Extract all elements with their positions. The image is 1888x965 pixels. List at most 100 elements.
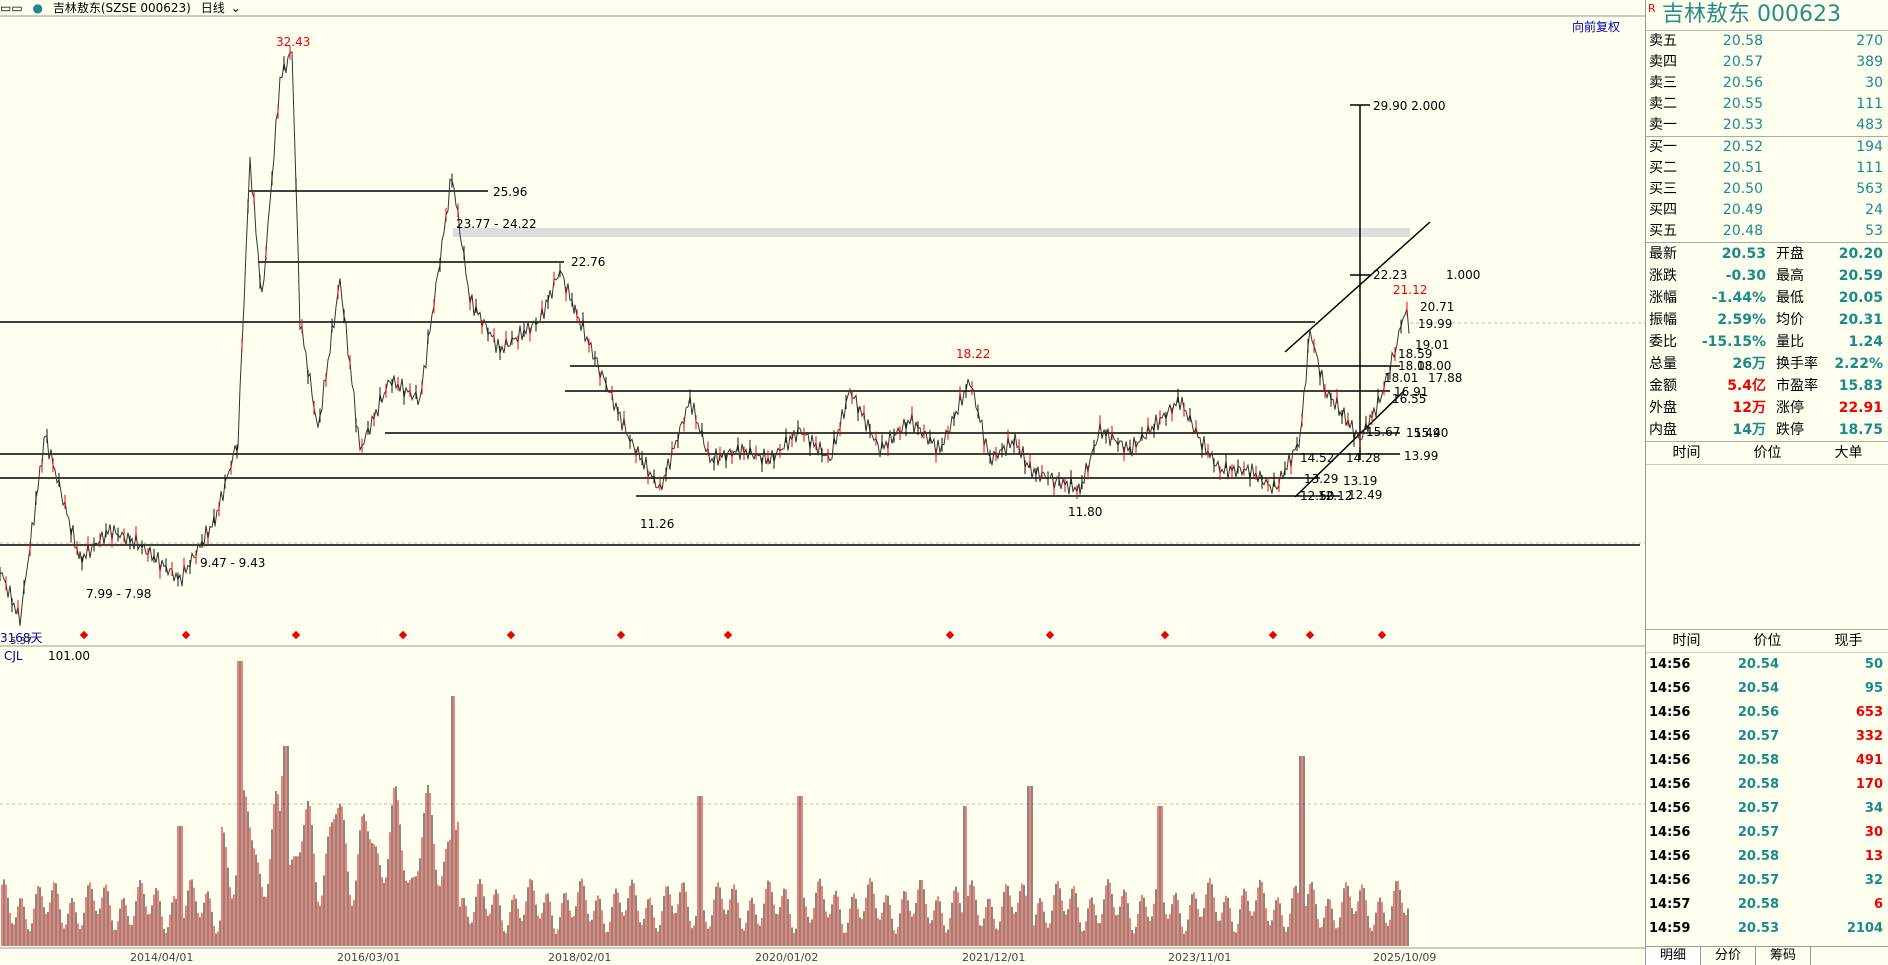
stat-row: 金额 5.4亿 市盈率 15.83 <box>1646 375 1888 397</box>
quote-volume: 24 <box>1865 202 1883 218</box>
trade-qty: 13 <box>1864 849 1883 864</box>
quote-row: 卖四 20.57 389 <box>1646 52 1888 73</box>
trade-list[interactable]: 14:56 20.54 50 14:56 20.54 95 14:56 20.56 653 14:… <box>1646 653 1888 941</box>
trade-row[interactable]: 14:56 20.57 332 <box>1646 725 1888 749</box>
trade-time: 14:56 <box>1649 777 1691 792</box>
stat-value: 20.59 <box>1838 268 1883 284</box>
label-799: 7.99 - 7.98 <box>86 587 151 601</box>
quote-row: 买四 20.49 24 <box>1646 200 1888 221</box>
x-axis: 2014/04/01 2016/03/01 2018/02/01 2020/01/02… <box>130 951 1436 964</box>
panel-tabs: 明细 分价 筹码 <box>1646 946 1888 965</box>
quote-label: 买五 <box>1649 223 1677 239</box>
stat-key: 外盘 <box>1649 400 1677 416</box>
quote-price: 20.50 <box>1722 181 1763 197</box>
stat-value: 15.83 <box>1838 378 1883 394</box>
label-947: 9.47 - 9.43 <box>200 556 265 570</box>
trade-row[interactable]: 14:57 20.58 6 <box>1646 893 1888 917</box>
trade-row[interactable]: 14:56 20.58 491 <box>1646 749 1888 773</box>
label-1249: 12.49 <box>1348 488 1382 502</box>
x-tick-label: 2025/10/09 <box>1373 951 1436 964</box>
quote-label: 买一 <box>1649 139 1677 155</box>
column-header: 现手 <box>1834 633 1863 649</box>
trade-time: 14:56 <box>1649 657 1691 672</box>
trade-row[interactable]: 14:56 20.57 32 <box>1646 869 1888 893</box>
stat-key: 开盘 <box>1776 246 1804 262</box>
trade-row[interactable]: 14:56 20.58 170 <box>1646 773 1888 797</box>
column-header: 价位 <box>1753 445 1782 461</box>
event-marker-icon[interactable] <box>1045 630 1055 640</box>
event-marker-icon[interactable] <box>616 630 626 640</box>
trade-row[interactable]: 14:56 20.58 13 <box>1646 845 1888 869</box>
event-marker-icon[interactable] <box>79 630 89 640</box>
stat-value: 14万 <box>1732 422 1766 438</box>
restore-button[interactable]: 向前复权 <box>1572 20 1621 34</box>
quote-price: 20.53 <box>1722 117 1763 133</box>
quote-price: 20.52 <box>1722 139 1763 155</box>
event-marker-icon[interactable] <box>1160 630 1170 640</box>
label-1822: 18.22 <box>956 347 990 361</box>
event-marker-icon[interactable] <box>398 630 408 640</box>
label-1801: 18.01 <box>1384 371 1418 385</box>
volume-series <box>1 661 1409 946</box>
trade-qty: 332 <box>1855 729 1883 744</box>
event-marker-icon[interactable] <box>506 630 516 640</box>
window-menu-icon[interactable]: ▭▭ <box>0 1 23 15</box>
label-1212: 12.12 <box>1318 489 1352 503</box>
chart-topbar: ▭▭ ● 吉林敖东(SZSE 000623) 日线 ⌄ <box>0 0 1645 16</box>
quote-label: 卖五 <box>1649 33 1677 49</box>
quote-volume: 389 <box>1856 54 1883 70</box>
event-marker-icon[interactable] <box>945 630 955 640</box>
trade-row[interactable]: 14:56 20.57 30 <box>1646 821 1888 845</box>
stat-row: 外盘 12万 涨停 22.91 <box>1646 397 1888 419</box>
trade-row[interactable]: 14:56 20.56 653 <box>1646 701 1888 725</box>
event-marker-icon[interactable] <box>1268 630 1278 640</box>
quote-label: 买四 <box>1649 202 1677 218</box>
trade-row[interactable]: 14:56 20.54 50 <box>1646 653 1888 677</box>
chart-area[interactable]: ▭▭ ● 吉林敖东(SZSE 000623) 日线 ⌄ 向前复权 <box>0 0 1645 965</box>
trade-price: 20.56 <box>1737 705 1779 720</box>
stat-row: 最新 20.53 开盘 20.20 <box>1646 243 1888 265</box>
kline-chart[interactable]: 32.43 25.96 23.77 - 24.22 22.76 18.22 11… <box>0 0 1645 965</box>
trade-price: 20.57 <box>1737 825 1779 840</box>
quote-price: 20.51 <box>1722 160 1763 176</box>
event-marker-icon[interactable] <box>1377 630 1387 640</box>
label-1655: 16.55 <box>1392 392 1426 406</box>
stat-row: 涨幅 -1.44% 最低 20.05 <box>1646 287 1888 309</box>
trade-time: 14:56 <box>1649 681 1691 696</box>
event-marker-icon[interactable] <box>181 630 191 640</box>
stat-value: 20.31 <box>1838 312 1883 328</box>
event-marker-icon[interactable] <box>723 630 733 640</box>
stat-row: 委比 -15.15% 量比 1.24 <box>1646 331 1888 353</box>
period-selector[interactable]: 日线 ⌄ <box>201 1 247 15</box>
tab-0[interactable]: 明细 <box>1646 947 1702 965</box>
trade-row[interactable]: 14:56 20.54 95 <box>1646 677 1888 701</box>
price-series <box>0 45 1410 626</box>
x-tick-label: 2016/03/01 <box>337 951 400 964</box>
quote-label: 卖三 <box>1649 75 1677 91</box>
label-1540: 15.40 <box>1414 426 1448 440</box>
trade-qty: 30 <box>1864 825 1883 840</box>
stat-value: 26万 <box>1732 356 1766 372</box>
trade-row[interactable]: 14:56 20.57 34 <box>1646 797 1888 821</box>
label-2377: 23.77 - 24.22 <box>456 217 537 231</box>
label-1901: 19.01 <box>1415 338 1449 352</box>
tab-2[interactable]: 筹码 <box>1756 947 1812 965</box>
period-label: 日线 <box>200 1 225 15</box>
quote-price: 20.58 <box>1722 33 1763 49</box>
stat-key: 最低 <box>1776 290 1804 306</box>
trade-row[interactable]: 14:59 20.53 2104 <box>1646 917 1888 941</box>
x-tick-label: 2014/04/01 <box>130 951 193 964</box>
stat-value: 5.4亿 <box>1727 378 1766 394</box>
event-marker-icon[interactable] <box>1305 630 1315 640</box>
quote-volume: 563 <box>1856 181 1883 197</box>
stock-dot-icon: ● <box>32 1 43 15</box>
volume-indicator[interactable]: CJL <box>4 649 23 663</box>
label-2071: 20.71 <box>1420 300 1454 314</box>
event-marker-icon[interactable] <box>291 630 301 640</box>
trade-qty: 95 <box>1864 681 1883 696</box>
stock-label: 吉林敖东(SZSE 000623) <box>52 1 191 15</box>
quote-volume: 111 <box>1856 96 1883 112</box>
stat-value: -1.44% <box>1711 290 1766 306</box>
label-days: 3168天 <box>0 631 43 645</box>
tab-1[interactable]: 分价 <box>1701 947 1757 965</box>
